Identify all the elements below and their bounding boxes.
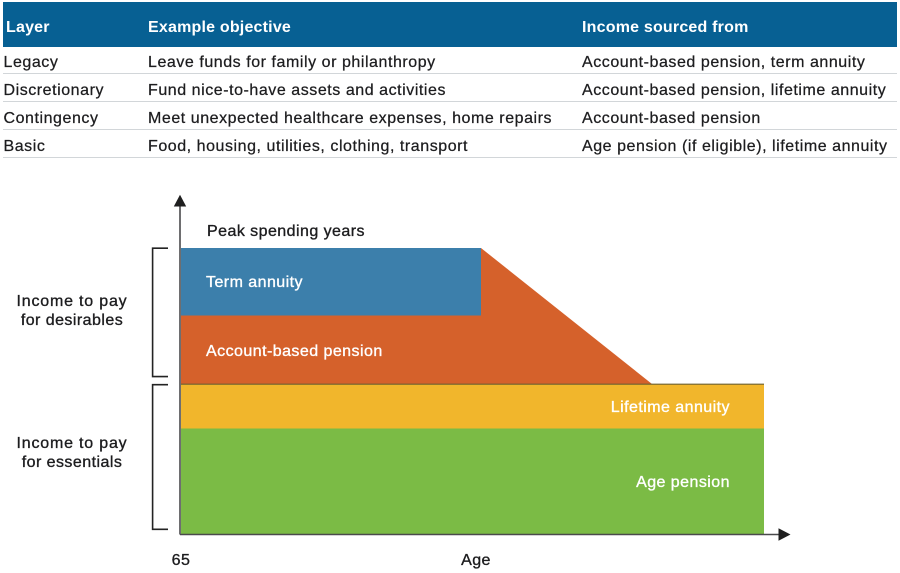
svg-text:Lifetime annuity: Lifetime annuity bbox=[611, 399, 730, 416]
svg-text:for essentials: for essentials bbox=[22, 454, 123, 471]
svg-text:Account-based pension: Account-based pension bbox=[206, 343, 383, 360]
svg-text:Income to pay: Income to pay bbox=[17, 435, 128, 452]
svg-text:for desirables: for desirables bbox=[21, 312, 123, 329]
svg-text:65: 65 bbox=[172, 552, 191, 569]
svg-text:Income to pay: Income to pay bbox=[17, 293, 128, 310]
svg-text:Age: Age bbox=[461, 552, 491, 569]
svg-text:Age pension: Age pension bbox=[636, 474, 730, 491]
svg-text:Term annuity: Term annuity bbox=[206, 274, 303, 291]
svg-text:Peak spending years: Peak spending years bbox=[207, 223, 365, 240]
